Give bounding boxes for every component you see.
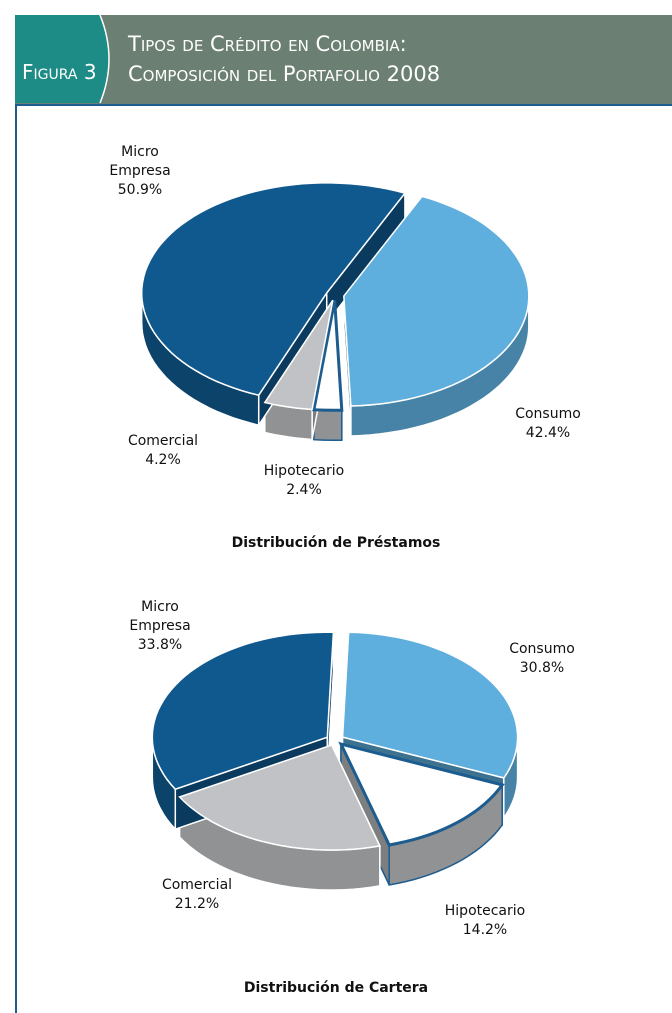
slice-value-label: 50.9% [117, 182, 163, 198]
slice-label: Consumo [509, 641, 575, 657]
slice-value-label: 42.4% [525, 425, 571, 441]
chart-title: Distribución de Préstamos [231, 535, 441, 551]
pie-slice [263, 299, 334, 411]
pie-slice [343, 195, 530, 407]
slice-label: Micro Empresa [109, 144, 171, 179]
slice-label: Consumo [515, 406, 581, 422]
slice-value-label: 33.8% [137, 637, 183, 653]
slice-label: Hipotecario [263, 463, 345, 479]
pie-slice [151, 631, 335, 791]
pie-slice [312, 300, 344, 412]
figure-title: Tipos de Crédito en Colombia: [128, 32, 407, 56]
pie-slice [178, 744, 381, 851]
slice-label: Comercial [161, 877, 233, 893]
slice-label: Comercial [127, 433, 199, 449]
pie-slice [338, 741, 505, 847]
slice-label: Hipotecario [444, 903, 526, 919]
slice-wall [313, 408, 343, 442]
header-divider [99, 14, 110, 104]
slice-value-label: 30.8% [519, 660, 565, 676]
slice-label: Micro Empresa [129, 599, 191, 634]
figure-title: Composición del Portafolio 2008 [128, 62, 441, 86]
chart-title: Distribución de Cartera [243, 980, 429, 996]
header-band [15, 15, 672, 104]
pie-slice [341, 631, 519, 779]
slice-value-label: 14.2% [462, 922, 508, 938]
figure-label: Figura 3 [22, 60, 97, 84]
slice-value-label: 4.2% [145, 452, 181, 468]
pie-slice [140, 182, 407, 397]
slice-value-label: 2.4% [286, 482, 322, 498]
slice-value-label: 21.2% [174, 896, 220, 912]
figure-label-box [15, 15, 109, 103]
